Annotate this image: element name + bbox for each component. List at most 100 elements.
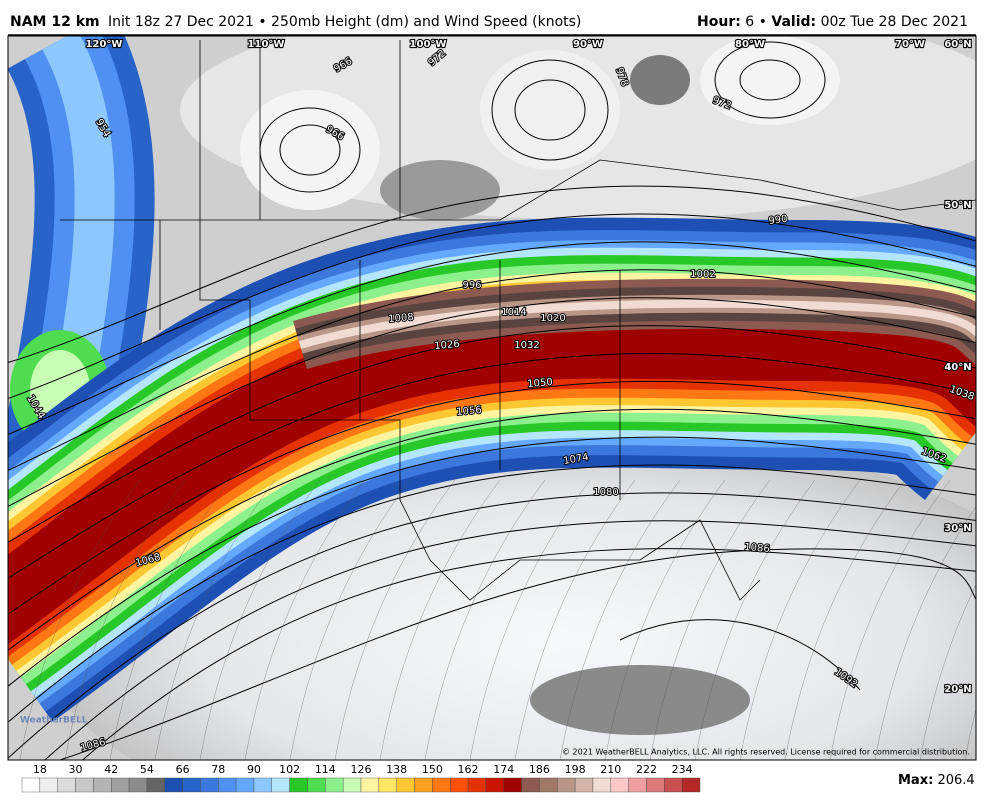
colorbar-cell xyxy=(128,777,148,793)
longitude-label: 100°W xyxy=(410,39,447,50)
longitude-label: 80°W xyxy=(735,39,765,50)
height-contour xyxy=(81,548,976,760)
colorbar-label: 54 xyxy=(140,763,154,776)
dark-patch xyxy=(380,160,500,220)
colorbar-label: 78 xyxy=(211,763,225,776)
colorbar-cell xyxy=(432,777,451,793)
contour-label: 1080 xyxy=(593,487,618,498)
height-contour xyxy=(8,380,976,615)
contour-label: 1020 xyxy=(540,313,565,324)
height-contour xyxy=(8,185,976,364)
colorbar-cell xyxy=(681,777,701,793)
streamline xyxy=(559,479,681,760)
colorbar-cell xyxy=(467,777,487,793)
colorbar-cell xyxy=(271,777,290,793)
contour-label: 1086 xyxy=(744,542,770,555)
colorbar-cell xyxy=(610,777,629,793)
longitude-label: 70°W xyxy=(895,39,925,50)
colorbar-label: 234 xyxy=(672,763,693,776)
height-contour xyxy=(8,241,976,435)
colorbar-cell xyxy=(450,777,469,793)
colorbar-cell xyxy=(218,777,237,793)
colorbar-cell xyxy=(111,777,130,793)
height-contour xyxy=(44,520,976,760)
border-line xyxy=(159,40,621,500)
colorbar-cell xyxy=(325,777,344,793)
streamline xyxy=(199,479,321,760)
contour-label: 996 xyxy=(462,280,481,291)
streamline xyxy=(784,479,906,760)
contour-label: 1014 xyxy=(501,307,526,318)
longitude-label: 60°N xyxy=(944,39,971,50)
low-contour xyxy=(279,124,341,176)
streamline xyxy=(469,479,591,760)
contour-label: 1050 xyxy=(527,377,553,390)
jet-band xyxy=(8,306,976,645)
colorbar-label: 90 xyxy=(247,763,261,776)
init-title: Init 18z 27 Dec 2021 • 250mb Height (dm)… xyxy=(108,14,581,30)
colorbar-label: 126 xyxy=(351,763,372,776)
max-value: 206.4 xyxy=(937,773,974,788)
max-line: Max: 206.4 xyxy=(898,773,975,788)
streamline xyxy=(244,479,366,760)
colorbar-cell xyxy=(485,777,504,793)
colorbar-cell xyxy=(307,777,326,793)
colorbar-cell xyxy=(200,777,219,793)
colorbar-label: 210 xyxy=(600,763,621,776)
hour: 6 xyxy=(745,14,754,30)
height-contour xyxy=(8,492,976,759)
low-contour xyxy=(514,79,586,141)
streamline xyxy=(514,479,636,760)
streamline xyxy=(109,479,231,760)
colorbar-cell xyxy=(235,777,255,793)
height-contour xyxy=(8,325,976,543)
contour-label: 1008 xyxy=(388,312,414,325)
streamline xyxy=(379,479,501,760)
contour-label: 990 xyxy=(768,214,788,228)
colorbar-cell xyxy=(164,777,183,793)
colorbar-label: 186 xyxy=(529,763,550,776)
streamline xyxy=(739,479,861,760)
valid-time: 00z Tue 28 Dec 2021 xyxy=(821,14,968,30)
colorbar-cell xyxy=(182,777,201,793)
height-contour xyxy=(8,408,976,651)
colorbar-cell xyxy=(646,777,665,793)
max-label: Max: xyxy=(898,773,933,788)
latitude-label: 50°N xyxy=(944,200,971,211)
streamline xyxy=(829,479,951,760)
latitude-label: 40°N xyxy=(944,362,971,373)
streamline xyxy=(154,479,276,760)
colorbar-label: 138 xyxy=(386,763,407,776)
colorbar-cell xyxy=(396,777,415,793)
contour-label: 1002 xyxy=(690,269,715,280)
longitude-label: 90°W xyxy=(573,39,603,50)
streamline xyxy=(289,479,411,760)
latitude-label: 30°N xyxy=(944,523,971,534)
height-contour xyxy=(8,269,976,471)
colorbar-cell xyxy=(93,777,112,793)
colorbar-cell xyxy=(503,777,522,793)
colorbar-cell xyxy=(21,777,41,793)
colorbar-cell xyxy=(521,777,540,793)
height-contour xyxy=(8,353,976,579)
colorbar-label: 162 xyxy=(458,763,479,776)
streamline xyxy=(19,479,141,760)
map-frame xyxy=(7,35,977,761)
height-contour xyxy=(8,436,976,687)
colorbar-label: 114 xyxy=(315,763,336,776)
dark-patch xyxy=(530,665,750,735)
colorbar-cell xyxy=(146,777,165,793)
streamline xyxy=(694,479,816,760)
colorbar-label: 42 xyxy=(104,763,118,776)
valid-line: Hour: 6 • Valid: 00z Tue 28 Dec 2021 xyxy=(697,14,968,30)
colorbar-cell xyxy=(628,777,647,793)
height-contour xyxy=(8,213,976,400)
colorbar-cell xyxy=(539,777,558,793)
copyright: © 2021 WeatherBELL Analytics, LLC. All r… xyxy=(562,748,970,757)
low-contour xyxy=(739,59,801,101)
colorbar-label: 198 xyxy=(565,763,586,776)
low-center-3 xyxy=(700,36,840,125)
streamline xyxy=(649,479,771,760)
